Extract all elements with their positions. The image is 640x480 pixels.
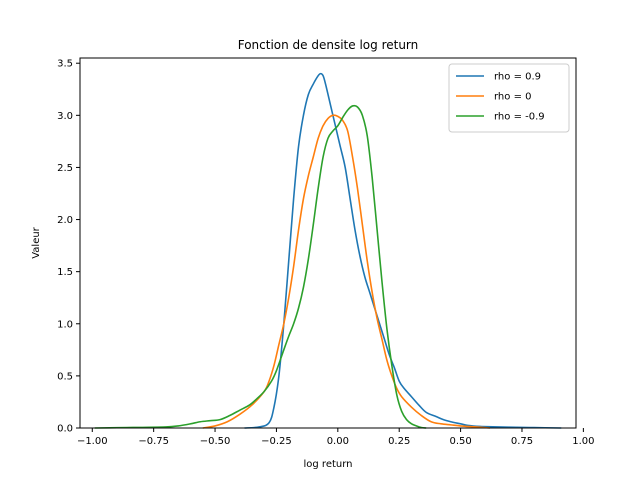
series-line-3 — [94, 104, 427, 429]
y-tick-label: 2.5 — [57, 163, 73, 174]
series-layer — [94, 72, 562, 429]
y-axis: 0.0 0.5 1.0 1.5 2.0 2.5 3.0 3.5 — [57, 59, 80, 435]
chart-title: Fonction de densite log return — [238, 38, 419, 52]
x-tick-label: −1.00 — [77, 436, 108, 447]
x-tick-label: 0.00 — [327, 436, 349, 447]
x-axis-label: log return — [304, 459, 353, 470]
x-tick-label: −0.50 — [200, 436, 231, 447]
x-axis: −1.00 −0.75 −0.50 −0.25 0.00 0.25 0.50 0.75 1.00 — [77, 428, 594, 447]
y-tick-label: 2.0 — [57, 215, 73, 226]
series-line-1 — [244, 72, 562, 429]
x-tick-label: −0.75 — [138, 436, 169, 447]
legend-label: rho = 0 — [494, 92, 532, 103]
legend: rho = 0.9 rho = 0 rho = -0.9 — [448, 63, 570, 133]
y-tick-label: 3.5 — [57, 59, 73, 70]
x-tick-label: 0.75 — [511, 436, 533, 447]
legend-box — [448, 63, 570, 133]
legend-label: rho = 0.9 — [494, 72, 541, 83]
legend-label: rho = -0.9 — [494, 112, 545, 123]
y-tick-label: 0.0 — [57, 424, 73, 435]
y-tick-label: 1.0 — [57, 319, 73, 330]
y-tick-label: 1.5 — [57, 267, 73, 278]
x-tick-label: 1.00 — [572, 436, 594, 447]
y-axis-label: Valeur — [31, 226, 42, 258]
x-tick-label: −0.25 — [261, 436, 292, 447]
x-tick-label: 0.50 — [449, 436, 471, 447]
y-tick-label: 3.0 — [57, 111, 73, 122]
y-tick-label: 0.5 — [57, 371, 73, 382]
plot-frame — [79, 57, 577, 429]
x-tick-label: 0.25 — [388, 436, 410, 447]
series-line-2 — [202, 114, 491, 429]
